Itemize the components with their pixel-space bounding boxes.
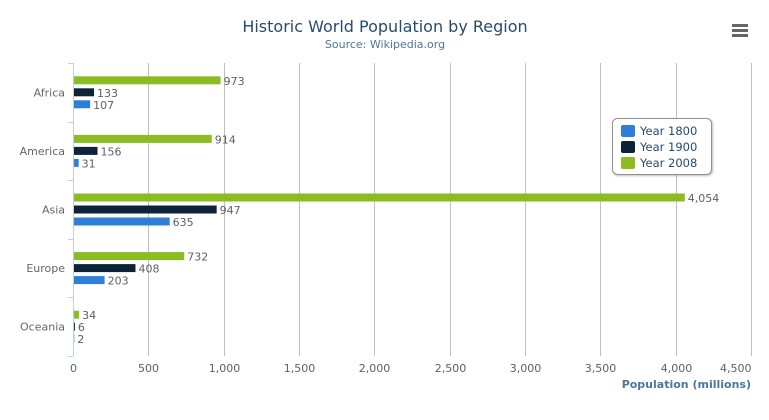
data-label: 732 <box>187 251 208 264</box>
menu-button[interactable] <box>732 24 748 37</box>
data-label: 914 <box>215 133 236 146</box>
data-label: 203 <box>108 275 129 288</box>
x-tick-label: 500 <box>138 362 159 375</box>
legend-symbol <box>621 141 635 153</box>
hamburger-menu-icon[interactable] <box>732 24 748 27</box>
legend-item[interactable]: Year 2008 <box>621 156 697 170</box>
x-tick-label: 1,500 <box>284 362 316 375</box>
bar-year-1900[interactable] <box>74 147 98 155</box>
legend-symbol <box>621 157 635 169</box>
legend-label: Year 2008 <box>639 156 697 170</box>
data-label: 947 <box>220 204 241 217</box>
hamburger-menu-icon-bar <box>732 34 748 37</box>
legend-item[interactable]: Year 1900 <box>621 140 697 154</box>
category-label: Europe <box>26 262 65 275</box>
bar-year-1900[interactable] <box>74 264 135 272</box>
legend: Year 1800 Year 1900 Year 2008 <box>613 119 712 175</box>
bar-year-2008[interactable] <box>74 194 685 202</box>
bar-year-1800[interactable] <box>74 159 79 167</box>
x-tick-label: 3,000 <box>510 362 542 375</box>
category-label: America <box>20 145 65 158</box>
x-tick-label: 2,000 <box>359 362 391 375</box>
chart-title: Historic World Population by Region <box>242 17 527 36</box>
x-tick-label: 3,500 <box>585 362 617 375</box>
category-label: Africa <box>34 86 65 99</box>
data-label: 4,054 <box>688 192 720 205</box>
category-label: Oceania <box>20 321 65 334</box>
bar-year-1800[interactable] <box>74 276 105 284</box>
legend-label: Year 1800 <box>639 124 697 138</box>
bar-year-2008[interactable] <box>74 252 184 260</box>
data-label: 973 <box>224 75 245 88</box>
data-label: 635 <box>173 216 194 229</box>
legend-item[interactable]: Year 1800 <box>621 124 697 138</box>
hamburger-menu-icon-bar <box>732 29 748 32</box>
data-label: 107 <box>93 99 114 112</box>
bar-year-1800[interactable] <box>74 100 90 108</box>
data-label: 156 <box>101 145 122 158</box>
legend-label: Year 1900 <box>639 140 697 154</box>
x-tick-label: 4,500 <box>720 362 752 375</box>
x-tick-label: 1,000 <box>209 362 241 375</box>
bar-year-1900[interactable] <box>74 323 75 331</box>
data-label: 408 <box>138 263 159 276</box>
x-tick-label: 4,000 <box>661 362 693 375</box>
category-label: Asia <box>42 204 65 217</box>
bar-year-1900[interactable] <box>74 88 94 96</box>
bar-year-1800[interactable] <box>74 218 170 226</box>
legend-symbol <box>621 125 635 137</box>
data-label: 31 <box>82 157 96 170</box>
chart-subtitle: Source: Wikipedia.org <box>325 38 445 51</box>
x-tick-label: 2,500 <box>435 362 467 375</box>
x-tick-label: 0 <box>70 362 77 375</box>
bar-year-2008[interactable] <box>74 311 79 319</box>
bar-year-1900[interactable] <box>74 206 217 214</box>
bar-year-2008[interactable] <box>74 135 212 143</box>
data-label: 2 <box>77 333 84 346</box>
bar-year-2008[interactable] <box>74 76 221 84</box>
value-axis-title: Population (millions) <box>622 378 751 391</box>
